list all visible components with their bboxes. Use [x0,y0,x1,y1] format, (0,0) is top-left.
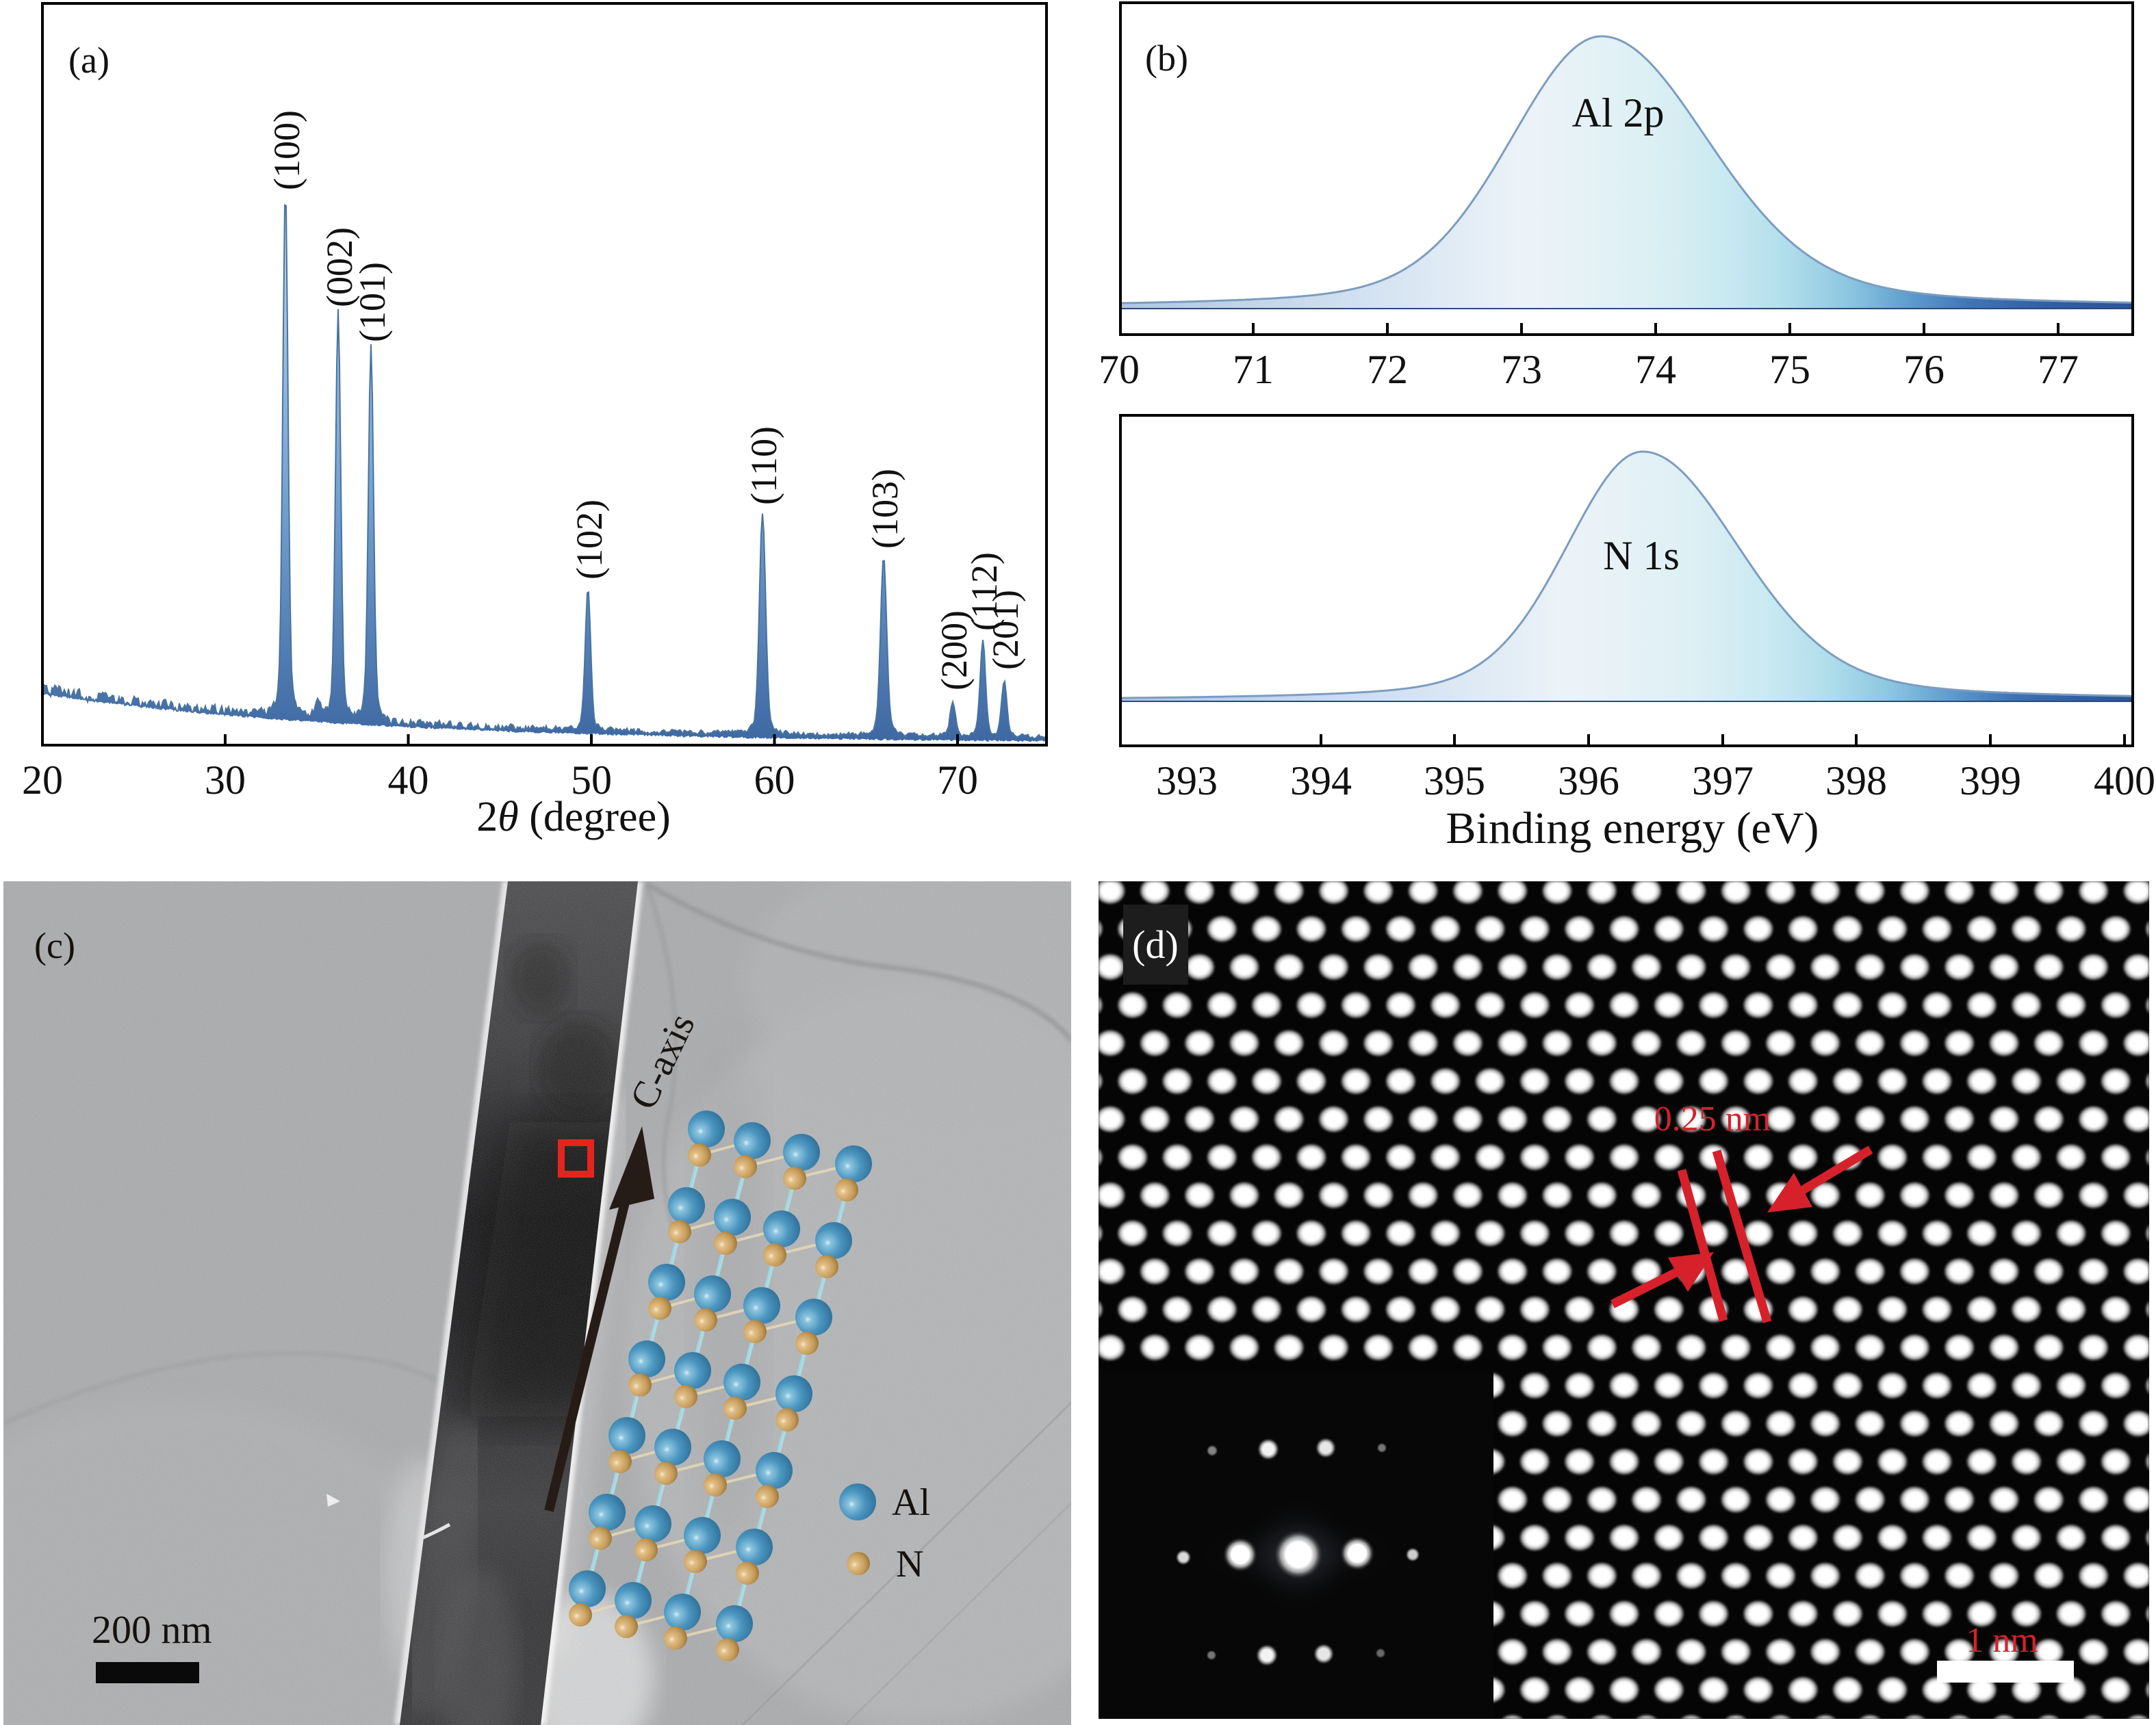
svg-text:Al: Al [892,1481,930,1524]
svg-text:(110): (110) [743,426,784,505]
svg-text:N: N [896,1543,923,1585]
svg-text:395: 395 [1424,758,1485,803]
svg-text:40: 40 [388,757,429,803]
svg-text:398: 398 [1825,758,1887,803]
svg-text:400: 400 [2094,758,2155,803]
svg-text:396: 396 [1558,758,1619,803]
svg-text:71: 71 [1233,347,1274,392]
svg-text:(c): (c) [34,925,75,966]
svg-text:73: 73 [1501,347,1542,392]
svg-text:(200): (200) [934,610,975,690]
svg-text:74: 74 [1635,347,1676,392]
svg-text:0.25 nm: 0.25 nm [1654,1100,1771,1139]
svg-text:(d): (d) [1132,922,1179,967]
svg-text:N 1s: N 1s [1603,533,1680,578]
svg-text:(002): (002) [319,227,360,307]
svg-text:(103): (103) [864,469,906,549]
svg-text:200 nm: 200 nm [92,1607,212,1652]
svg-text:75: 75 [1769,347,1810,392]
svg-text:(201): (201) [985,590,1026,670]
svg-text:2θ (degree): 2θ (degree) [476,794,670,840]
svg-text:(112): (112) [964,552,1005,631]
svg-text:72: 72 [1367,347,1408,392]
svg-text:70: 70 [937,757,978,803]
svg-text:20: 20 [22,757,63,803]
svg-text:1 nm: 1 nm [1966,1621,2038,1660]
svg-text:(100): (100) [266,110,307,190]
svg-text:(b): (b) [1145,38,1188,79]
svg-text:76: 76 [1903,347,1945,392]
svg-text:(a): (a) [68,40,110,81]
svg-text:397: 397 [1692,758,1754,803]
svg-text:50: 50 [571,757,612,803]
svg-text:394: 394 [1290,758,1352,803]
svg-text:Al 2p: Al 2p [1572,90,1665,135]
svg-text:393: 393 [1156,758,1218,803]
svg-text:Binding energy (eV): Binding energy (eV) [1446,803,1819,853]
svg-text:30: 30 [205,757,246,803]
svg-text:(101): (101) [352,262,393,342]
svg-text:77: 77 [2038,347,2079,392]
svg-text:70: 70 [1099,347,1140,392]
svg-text:399: 399 [1960,758,2021,803]
svg-text:(102): (102) [569,500,610,580]
svg-text:60: 60 [754,757,795,803]
